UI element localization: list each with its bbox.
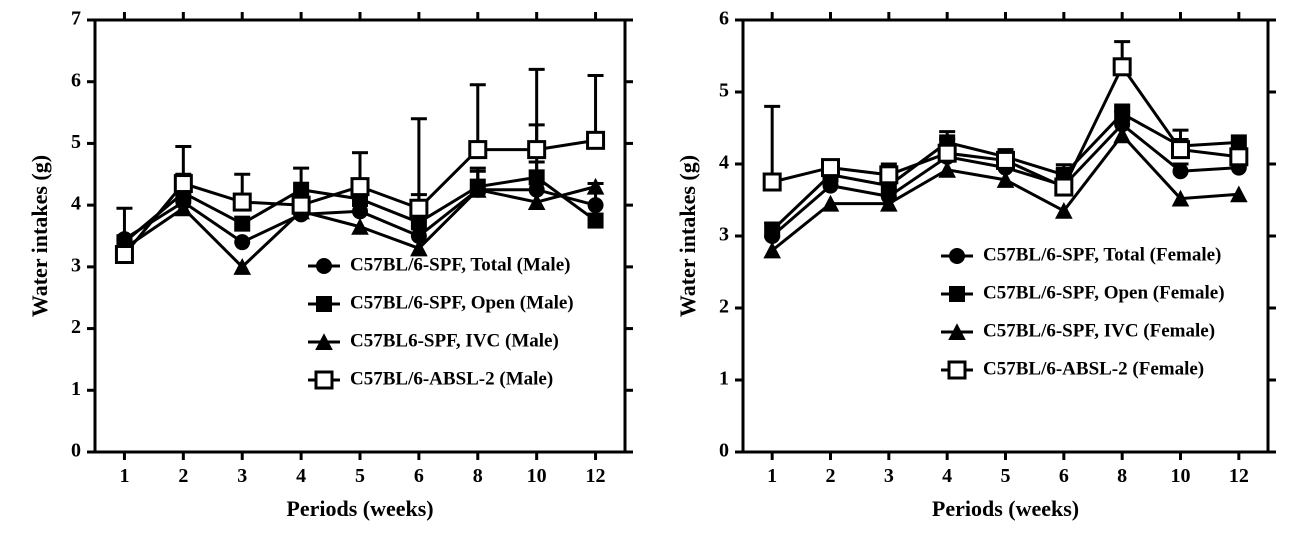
svg-text:3: 3 xyxy=(237,465,247,487)
legend-item-label: C57BL/6-SPF, IVC (Female) xyxy=(983,320,1215,341)
svg-text:7: 7 xyxy=(71,8,81,30)
svg-text:4: 4 xyxy=(296,465,306,487)
svg-text:5: 5 xyxy=(71,131,81,153)
y-axis-label: Water intakes (g) xyxy=(27,155,52,317)
svg-text:3: 3 xyxy=(884,465,894,487)
svg-text:1: 1 xyxy=(71,378,81,400)
svg-text:12: 12 xyxy=(1229,465,1249,487)
svg-text:0: 0 xyxy=(71,440,81,462)
svg-text:1: 1 xyxy=(767,465,777,487)
svg-text:6: 6 xyxy=(1059,465,1069,487)
legend-item-label: C57BL/6-SPF, Total (Female) xyxy=(983,244,1221,265)
svg-text:6: 6 xyxy=(719,8,729,30)
svg-text:3: 3 xyxy=(719,224,729,246)
svg-text:4: 4 xyxy=(719,152,729,174)
legend-item-label: C57BL/6-ABSL-2 (Female) xyxy=(983,358,1204,379)
svg-text:2: 2 xyxy=(71,316,81,338)
x-axis-label: Periods (weeks) xyxy=(286,496,433,521)
svg-text:1: 1 xyxy=(119,465,129,487)
chart-pair: 0123456712345681012Periods (weeks)Water … xyxy=(0,0,1295,542)
svg-text:0: 0 xyxy=(719,440,729,462)
x-axis-label: Periods (weeks) xyxy=(932,496,1079,521)
legend-item-label: C57BL/6-SPF, Open (Male) xyxy=(350,292,574,313)
legend-item-label: C57BL/6-SPF, Total (Male) xyxy=(350,254,570,275)
chart-legend: C57BL/6-SPF, Total (Male) C57BL/6-SPF, Op… xyxy=(308,254,574,389)
chart-panel-female: 012345612345681012Periods (weeks)Water i… xyxy=(648,0,1295,542)
svg-text:10: 10 xyxy=(1171,465,1191,487)
svg-text:2: 2 xyxy=(178,465,188,487)
svg-text:4: 4 xyxy=(942,465,952,487)
svg-text:6: 6 xyxy=(414,465,424,487)
svg-text:8: 8 xyxy=(1117,465,1127,487)
svg-text:5: 5 xyxy=(1001,465,1011,487)
svg-text:8: 8 xyxy=(473,465,483,487)
legend-item-label: C57BL/6-SPF, Open (Female) xyxy=(983,282,1225,303)
svg-text:10: 10 xyxy=(527,465,547,487)
svg-text:3: 3 xyxy=(71,254,81,276)
svg-text:6: 6 xyxy=(71,69,81,91)
legend-item-label: C57BL/6-ABSL-2 (Male) xyxy=(350,368,553,389)
svg-text:2: 2 xyxy=(719,296,729,318)
chart-panel-male: 0123456712345681012Periods (weeks)Water … xyxy=(0,0,648,542)
svg-text:4: 4 xyxy=(71,193,81,215)
svg-text:12: 12 xyxy=(586,465,606,487)
y-axis-label: Water intakes (g) xyxy=(675,155,700,317)
svg-text:2: 2 xyxy=(826,465,836,487)
svg-text:1: 1 xyxy=(719,368,729,390)
chart-legend: C57BL/6-SPF, Total (Female) C57BL/6-SPF, … xyxy=(941,244,1225,379)
svg-text:5: 5 xyxy=(355,465,365,487)
legend-item-label: C57BL6-SPF, IVC (Male) xyxy=(350,330,559,351)
svg-text:5: 5 xyxy=(719,80,729,102)
